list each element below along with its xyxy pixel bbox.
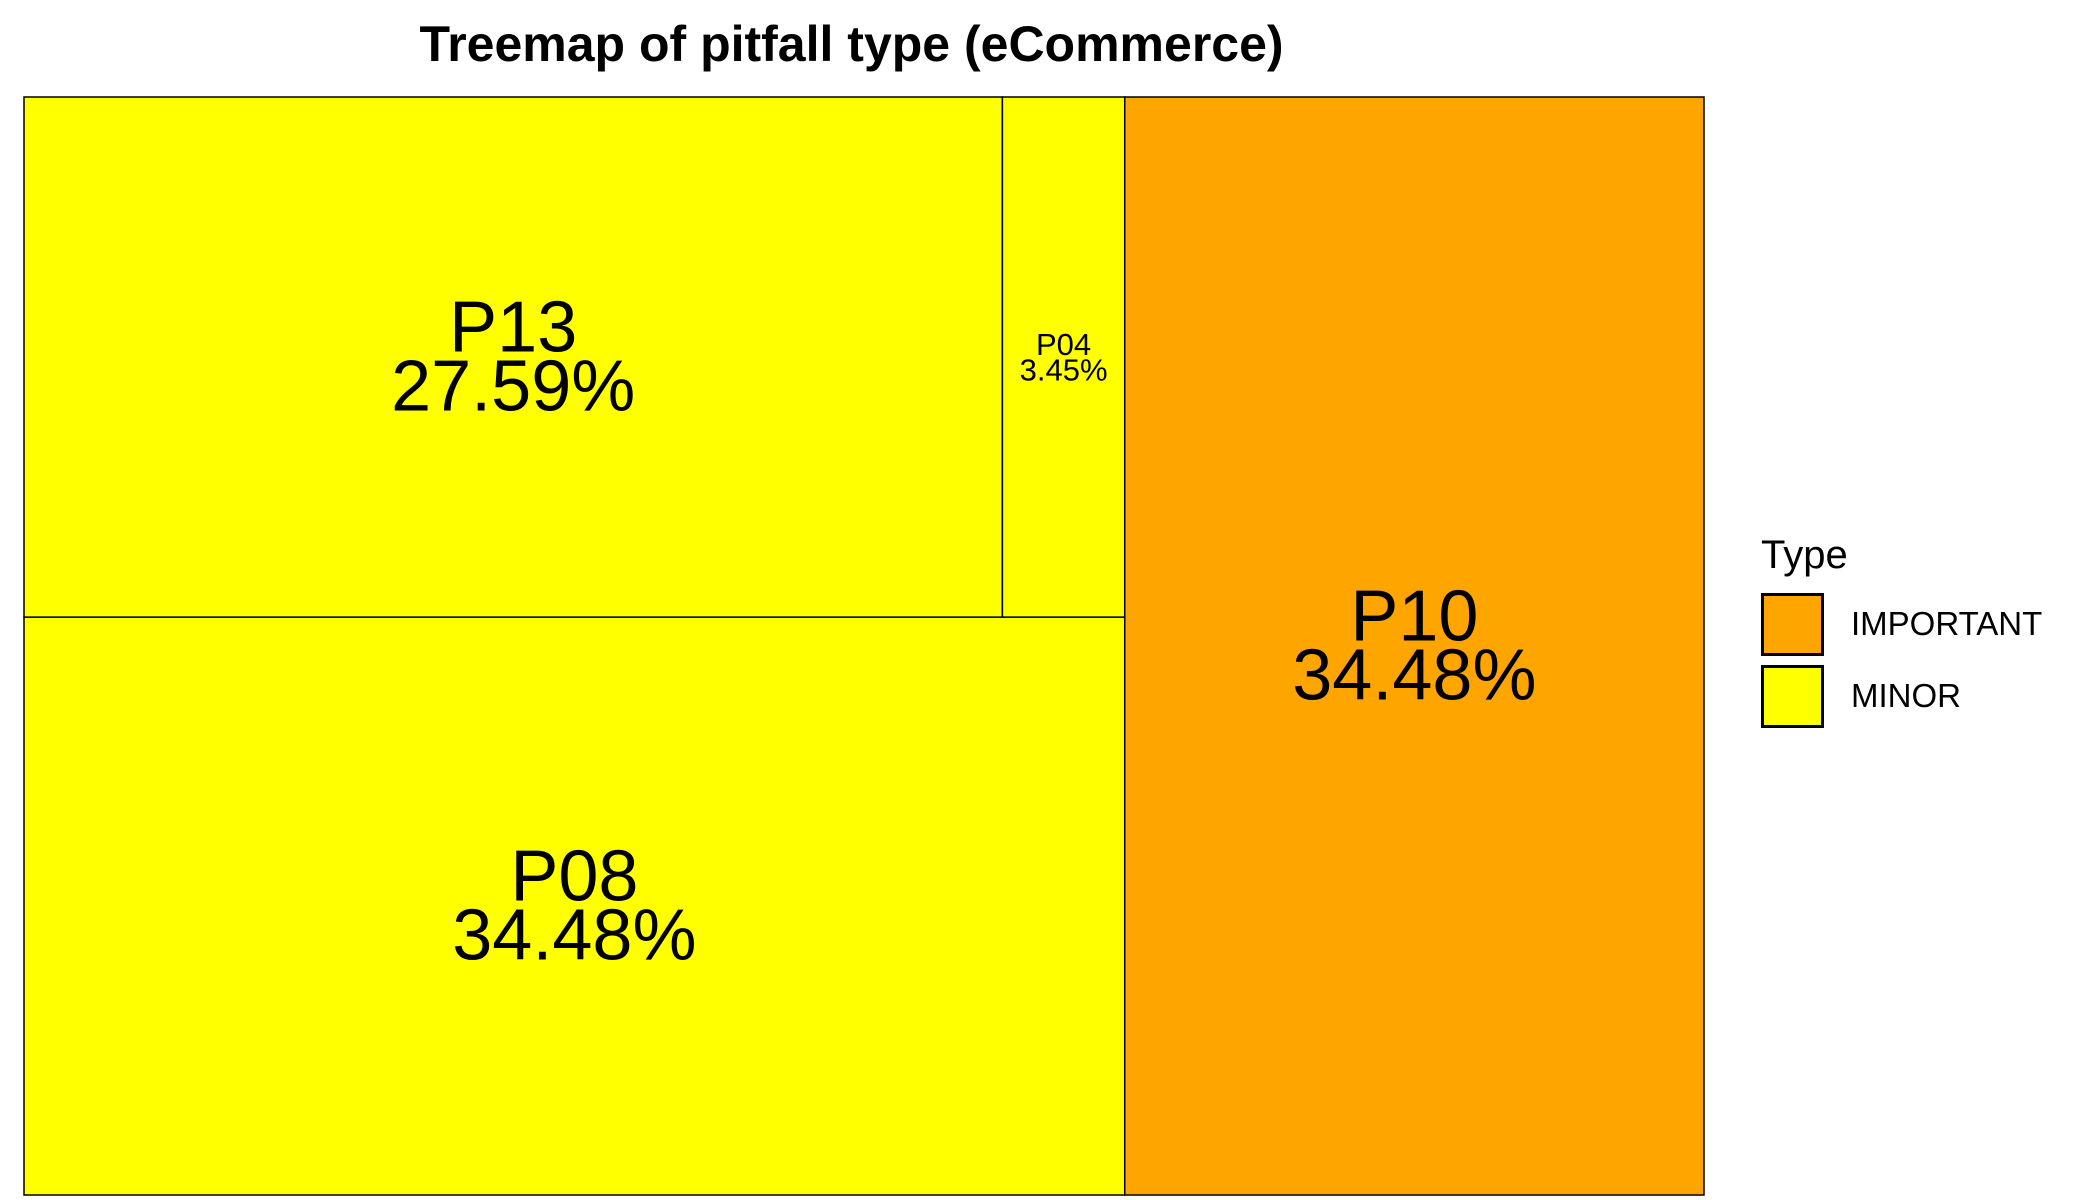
tile-label-p10: P10 — [1350, 576, 1478, 656]
legend-title: Type — [1761, 533, 1848, 577]
tile-value-p08: 34.48% — [452, 896, 696, 976]
tile-label-p04: P04 — [1036, 327, 1091, 362]
tile-rect-p10 — [1123, 96, 1705, 1196]
tile-value-p10: 34.48% — [1292, 636, 1536, 716]
legend: Type IMPORTANT MINOR — [1761, 530, 2081, 732]
chart-title: Treemap of pitfall type (eCommerce) — [419, 16, 1284, 72]
tile-label-p13: P13 — [449, 288, 577, 368]
legend-item-important: IMPORTANT — [1761, 588, 2081, 660]
tile-value-p13: 27.59% — [391, 347, 635, 427]
legend-label-minor: MINOR — [1851, 677, 1961, 714]
tile-rect-p08 — [23, 616, 1126, 1196]
tile-value-p04: 3.45% — [1020, 352, 1108, 387]
tile-label-p08: P08 — [510, 837, 638, 917]
legend-label-important: IMPORTANT — [1851, 605, 2043, 642]
legend-item-minor: MINOR — [1761, 660, 2081, 732]
tile-rect-p13 — [23, 96, 1004, 618]
legend-key-minor — [1761, 664, 1824, 728]
legend-key-important — [1761, 592, 1824, 656]
